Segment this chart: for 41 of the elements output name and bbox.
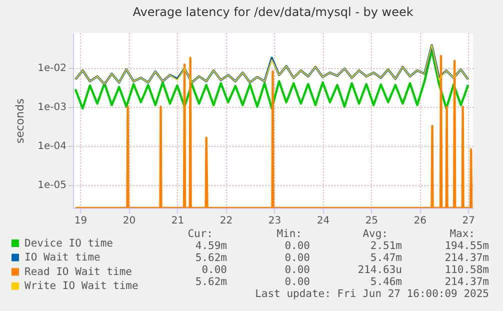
- text: 194.55m: [444, 240, 489, 252]
- text: Avg:: [362, 228, 388, 240]
- legend-label: Read IO Wait time: [24, 266, 132, 278]
- text: 214.37m: [444, 252, 489, 264]
- text: 0.00: [202, 264, 227, 276]
- legend-label: IO Wait time: [24, 252, 100, 264]
- y-axis-title: seconds: [14, 98, 27, 144]
- text: Last update: Fri Jun 27 16:00:09 2025: [255, 288, 489, 300]
- x-tick-label: 26: [414, 216, 427, 226]
- text: 214.63u: [358, 264, 402, 276]
- chart-title: Average latency for /dev/data/mysql - by week: [132, 5, 414, 19]
- text: 214.37m: [444, 276, 489, 288]
- x-tick-label: 19: [74, 216, 88, 226]
- text: 2.51m: [370, 240, 402, 252]
- x-tick-label: 27: [462, 216, 476, 226]
- x-tick-label: 22: [220, 216, 233, 226]
- text: 5.62m: [195, 252, 227, 264]
- text: 5.47m: [370, 252, 402, 264]
- legend-label: Write IO Wait time: [24, 280, 138, 292]
- text: 5.46m: [370, 276, 402, 288]
- x-tick-label: 25: [365, 216, 378, 226]
- y-tick-label: 1e-03: [38, 102, 66, 114]
- x-tick-label: 20: [122, 216, 136, 226]
- text: 0.00: [284, 276, 310, 288]
- x-tick-label: 21: [171, 216, 184, 226]
- line-series: [74, 49, 470, 110]
- text: 0.00: [284, 240, 310, 252]
- text: 4.59m: [195, 240, 227, 252]
- text: Min:: [276, 228, 302, 240]
- text: Cur:: [188, 228, 213, 240]
- x-tick-label: 23: [268, 216, 282, 226]
- y-tick-label: 1e-02: [38, 63, 66, 74]
- text: Max:: [450, 228, 475, 240]
- text: 0.00: [284, 252, 310, 264]
- text: 0.00: [284, 264, 310, 276]
- y-tick-label: 1e-04: [38, 141, 66, 152]
- legend-label: Device IO time: [24, 237, 114, 250]
- text: 110.58m: [444, 264, 489, 276]
- x-tick-label: 24: [316, 216, 330, 226]
- text: 5.62m: [195, 276, 227, 288]
- y-tick-label: 1e-05: [38, 180, 66, 192]
